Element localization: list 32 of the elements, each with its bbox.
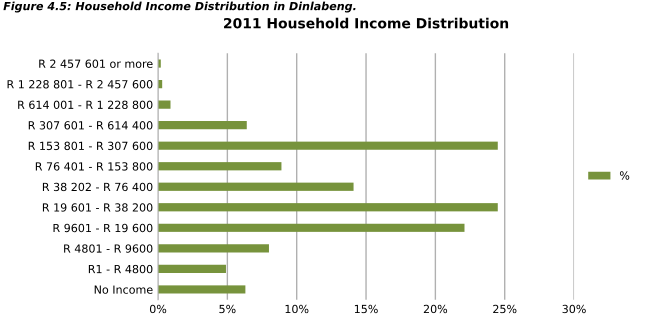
x-tick-label: 5% <box>219 304 236 314</box>
x-tick-label: 20% <box>424 304 448 314</box>
bar <box>158 264 226 274</box>
bar <box>158 100 171 109</box>
caption: Figure 4.5: Household Income Distribution in Dinlabeng. <box>3 2 356 13</box>
x-tick-label: 25% <box>493 304 516 314</box>
y-tick-label: R 614 001 - R 1 228 800 <box>18 100 152 109</box>
x-tick-label: 0% <box>150 304 166 314</box>
y-tick-label: R 38 202 - R 76 400 <box>42 182 152 192</box>
bar <box>158 224 464 232</box>
bar <box>158 285 246 294</box>
y-tick-label: R 153 801 - R 307 600 <box>28 142 152 150</box>
bar <box>158 203 498 212</box>
y-tick-label: R 2 457 601 or more <box>39 60 153 68</box>
bar <box>158 244 269 252</box>
y-tick-label: R 19 601 - R 38 200 <box>42 203 152 212</box>
bar <box>158 142 498 150</box>
bar <box>158 121 247 130</box>
y-tick-label: R1 - R 4800 <box>88 264 152 274</box>
chart-title: 2011 Household Income Distribution <box>224 18 508 28</box>
x-tick-label: 10% <box>286 304 308 314</box>
y-tick-label: R 1 228 801 - R 2 457 600 <box>8 80 152 88</box>
y-tick-label: R 9601 - R 19 600 <box>54 224 152 232</box>
x-tick-label: 15% <box>354 304 378 314</box>
y-tick-label: R 307 601 - R 614 400 <box>28 121 152 130</box>
x-tick-label: 30% <box>562 304 586 314</box>
bar <box>158 162 282 170</box>
bar <box>158 182 354 191</box>
y-tick-label: R 4801 - R 9600 <box>64 244 152 253</box>
y-tick-label: R 76 401 - R 153 800 <box>36 162 152 171</box>
y-tick-label: No Income <box>94 286 153 294</box>
legend-label: % <box>620 171 630 180</box>
